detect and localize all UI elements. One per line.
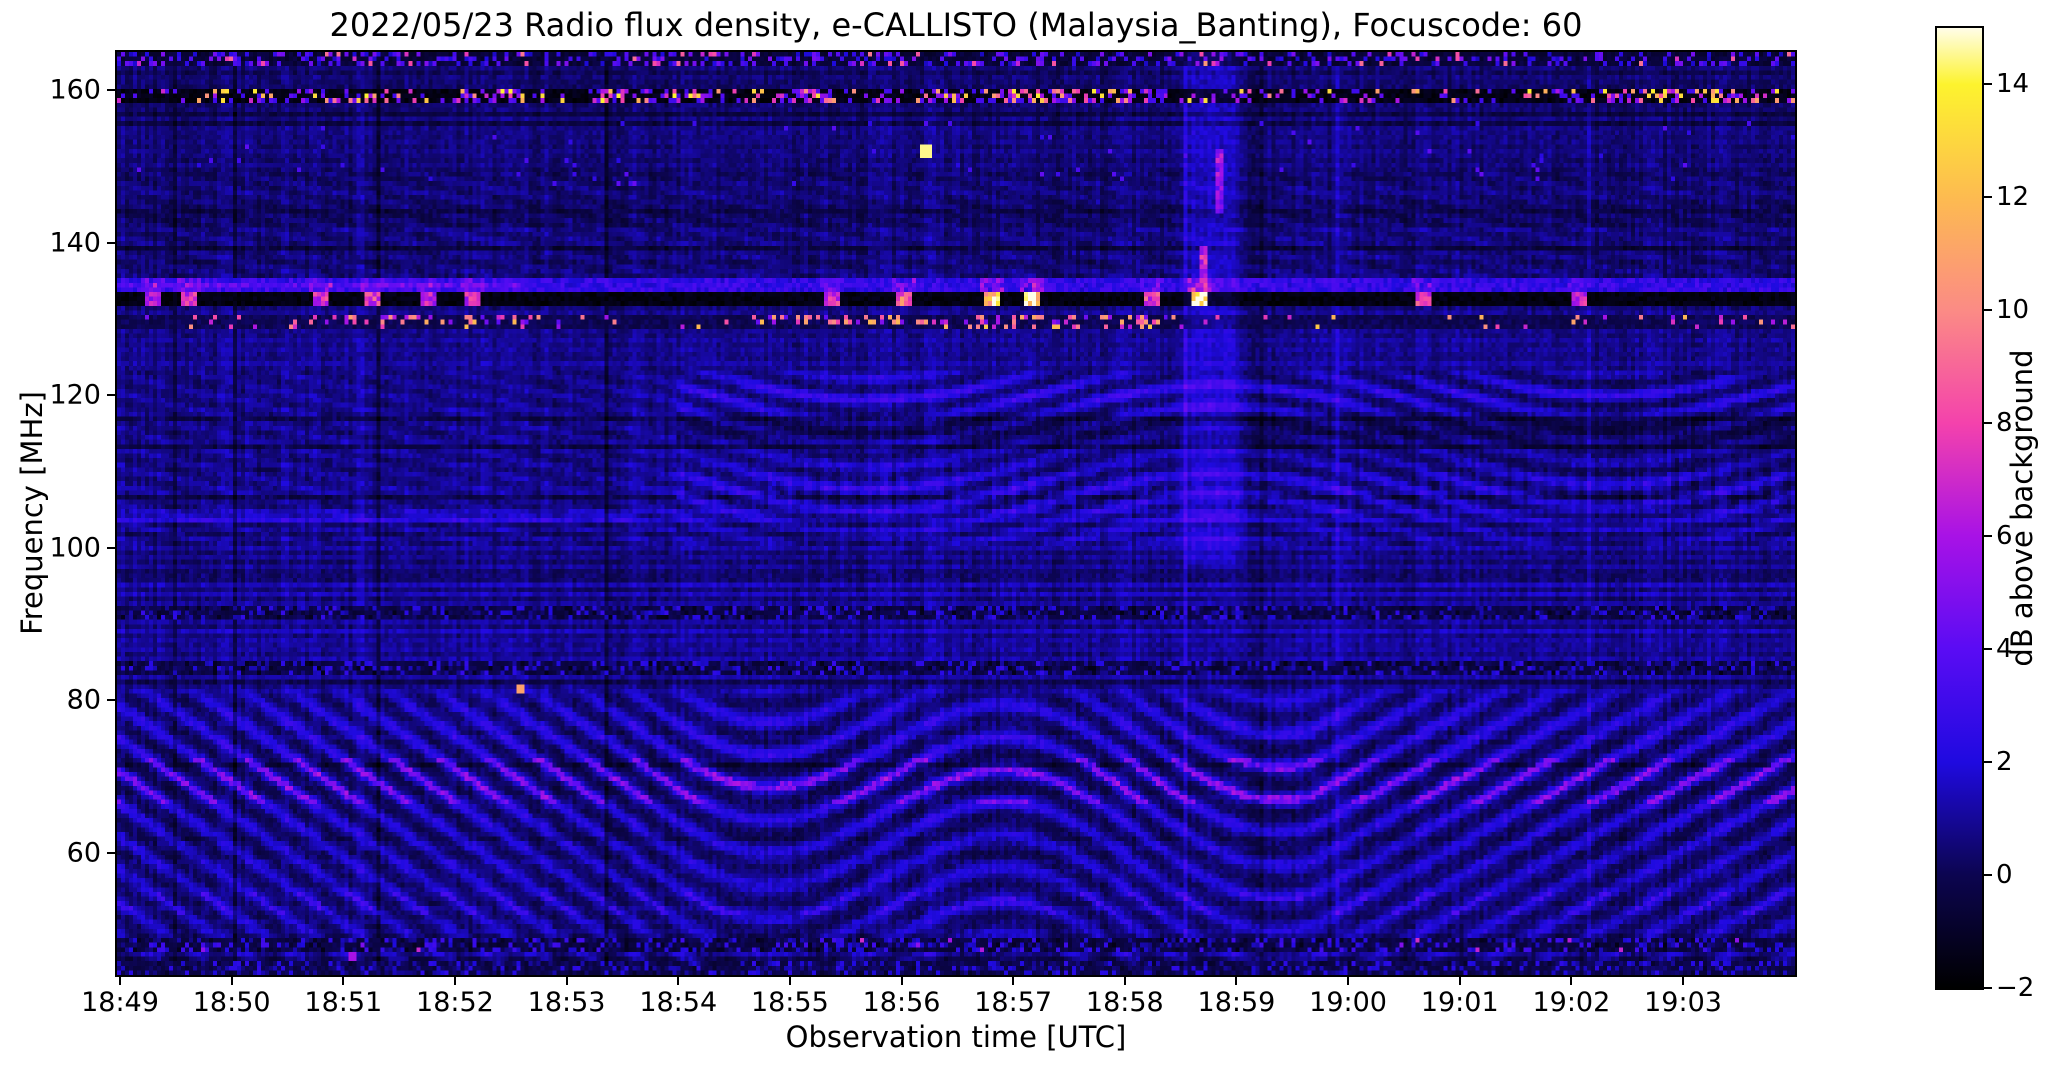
y-tick-label: 140 xyxy=(49,227,101,259)
x-tick-label: 19:01 xyxy=(1420,987,1499,1018)
colorbar-tick-label: 2 xyxy=(1996,747,2013,778)
colorbar-tick-mark xyxy=(1982,535,1992,538)
colorbar xyxy=(1935,26,1984,990)
y-tick-mark xyxy=(107,699,117,702)
x-tick-mark xyxy=(453,975,456,985)
x-axis-label: Observation time [UTC] xyxy=(785,1020,1127,1054)
y-tick-label: 100 xyxy=(49,532,101,564)
x-tick-label: 18:56 xyxy=(862,987,941,1018)
colorbar-tick-label: −2 xyxy=(1996,973,2035,1003)
y-tick-mark xyxy=(107,546,117,549)
colorbar-tick-label: 0 xyxy=(1996,860,2013,891)
x-tick-mark xyxy=(1347,975,1350,985)
y-axis-label: Frequency [MHz] xyxy=(15,391,49,635)
y-tick-mark xyxy=(107,241,117,244)
x-tick-mark xyxy=(1012,975,1015,985)
x-tick-label: 18:51 xyxy=(304,987,383,1018)
colorbar-tick-label: 14 xyxy=(1996,69,2030,100)
colorbar-tick-label: 10 xyxy=(1996,295,2030,326)
colorbar-tick-mark xyxy=(1982,987,1992,989)
colorbar-tick-mark xyxy=(1982,761,1992,764)
x-tick-mark xyxy=(1682,975,1685,985)
colorbar-tick-mark xyxy=(1982,874,1992,877)
colorbar-tick-label: 8 xyxy=(1996,408,2013,439)
colorbar-tick-mark xyxy=(1982,309,1992,312)
colorbar-tick-label: 6 xyxy=(1996,521,2013,552)
colorbar-tick-label: 12 xyxy=(1996,182,2030,213)
x-tick-label: 18:50 xyxy=(192,987,271,1018)
colorbar-label: dB above background xyxy=(2005,349,2039,667)
colorbar-tick-mark xyxy=(1982,422,1992,425)
x-tick-mark xyxy=(677,975,680,985)
chart-title: 2022/05/23 Radio flux density, e-CALLIST… xyxy=(329,6,1583,44)
colorbar-gradient xyxy=(1937,28,1982,988)
plot-area xyxy=(115,50,1797,977)
x-tick-label: 18:57 xyxy=(974,987,1053,1018)
colorbar-tick-mark xyxy=(1982,648,1992,651)
x-tick-label: 18:54 xyxy=(639,987,718,1018)
x-tick-mark xyxy=(1570,975,1573,985)
x-tick-label: 19:02 xyxy=(1532,987,1611,1018)
y-tick-label: 120 xyxy=(49,379,101,411)
x-tick-label: 18:58 xyxy=(1085,987,1164,1018)
x-tick-mark xyxy=(119,975,121,985)
x-tick-mark xyxy=(1123,975,1126,985)
x-tick-mark xyxy=(565,975,568,985)
x-tick-mark xyxy=(1235,975,1238,985)
x-tick-mark xyxy=(1458,975,1461,985)
y-tick-mark xyxy=(107,394,117,397)
x-tick-mark xyxy=(342,975,345,985)
x-tick-label: 18:53 xyxy=(527,987,606,1018)
y-tick-label: 160 xyxy=(49,74,101,106)
x-tick-label: 19:03 xyxy=(1644,987,1722,1018)
y-tick-mark xyxy=(107,89,117,92)
x-tick-label: 18:55 xyxy=(750,987,829,1018)
x-tick-label: 18:52 xyxy=(416,987,494,1018)
spectrogram-heatmap xyxy=(117,52,1795,975)
x-tick-label: 19:00 xyxy=(1309,987,1387,1018)
colorbar-tick-mark xyxy=(1982,83,1992,86)
x-tick-label: 18:59 xyxy=(1197,987,1276,1018)
x-tick-mark xyxy=(230,975,233,985)
x-tick-mark xyxy=(900,975,903,985)
x-tick-label: 18:49 xyxy=(81,987,159,1018)
colorbar-tick-mark xyxy=(1982,196,1992,199)
y-tick-label: 80 xyxy=(66,684,101,716)
y-tick-label: 60 xyxy=(66,837,101,869)
x-tick-mark xyxy=(788,975,791,985)
colorbar-tick-label: 4 xyxy=(1996,634,2013,665)
y-tick-mark xyxy=(107,851,117,854)
